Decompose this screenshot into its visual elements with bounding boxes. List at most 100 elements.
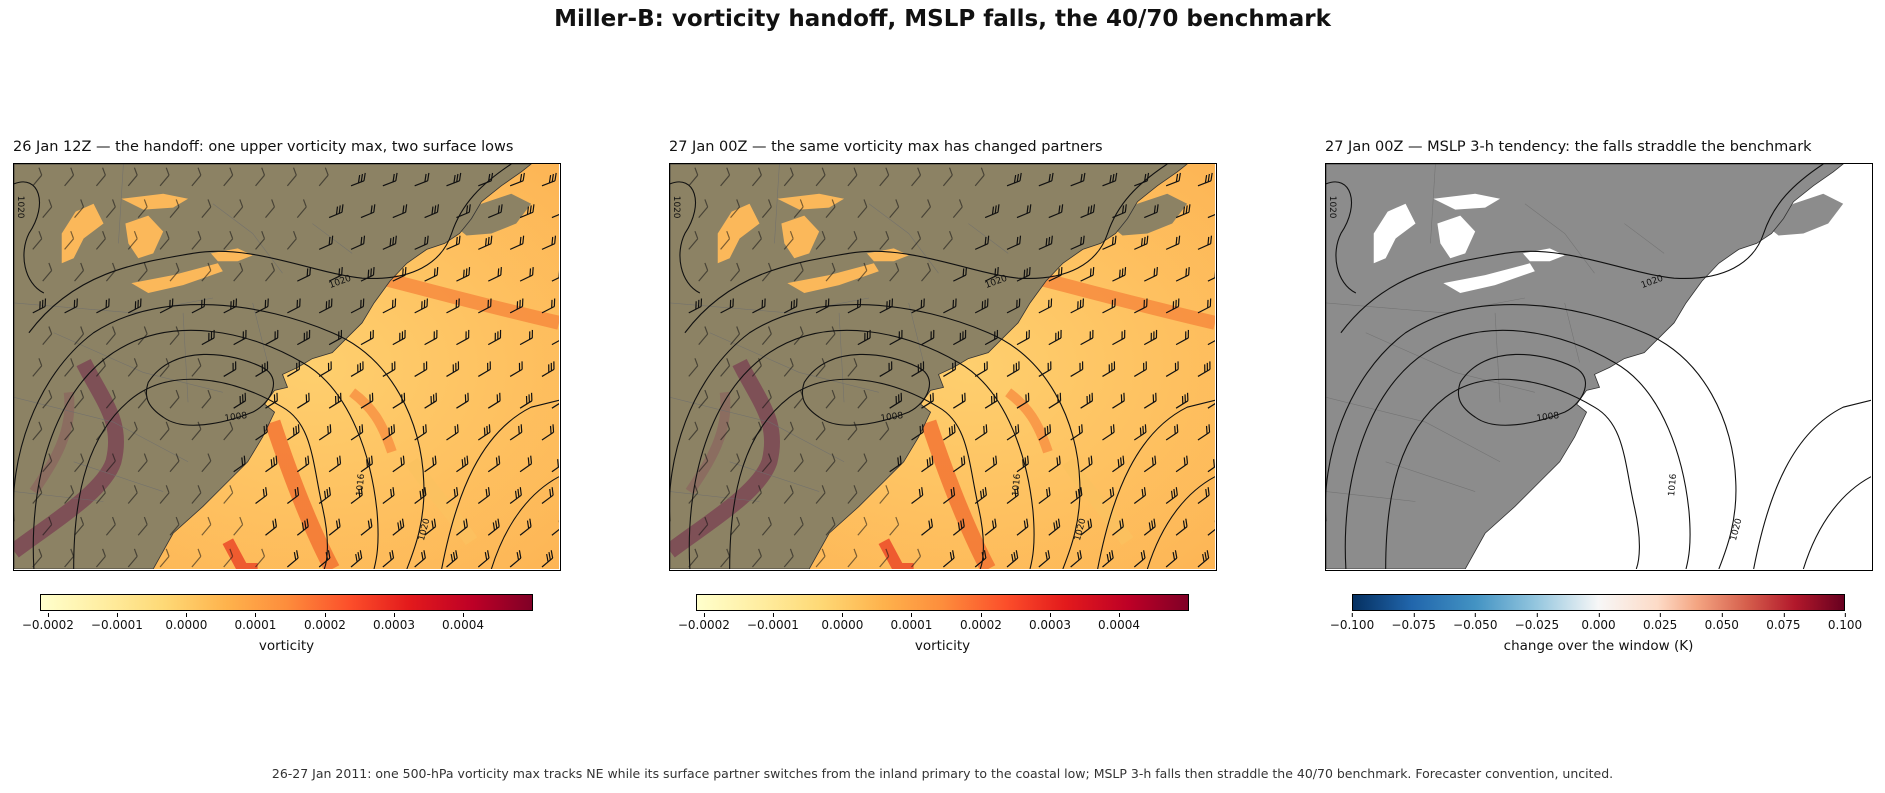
wind-barb [815, 167, 826, 187]
panel-2-map: 1020 1020 1008 1016 1020 [669, 163, 1217, 571]
wind-barb [943, 361, 956, 377]
wind-barb [424, 204, 440, 219]
colorbar-tick-label: −0.0001 [746, 613, 799, 632]
wind-barb [783, 167, 794, 187]
wind-barb [191, 358, 202, 377]
wind-barb [1080, 329, 1094, 346]
wind-barb [952, 455, 966, 473]
wind-barb [793, 453, 804, 473]
wind-barb [32, 358, 43, 377]
wind-barb [1048, 204, 1064, 219]
panel-2-colorbar [696, 594, 1189, 611]
isobar [729, 378, 984, 569]
wind-barb [127, 358, 138, 377]
isobar [1326, 304, 1737, 569]
panel-3-map: 1020 1020 1008 1016 1020 [1325, 163, 1873, 571]
wind-barb [1165, 487, 1178, 504]
wind-barb [509, 298, 524, 314]
wind-barb [201, 453, 212, 473]
wind-barb [32, 548, 43, 568]
wind-barb [360, 455, 373, 473]
wind-barb [478, 235, 493, 250]
panel-1-colorbar-ticks: −0.0002 −0.0001 0.0000 0.0001 0.0002 0.0003 0.… [22, 613, 533, 638]
isobar [1146, 476, 1215, 569]
wind-barb [1038, 235, 1053, 250]
wind-barb [159, 167, 170, 187]
wind-barb [42, 262, 53, 282]
wind-barb [424, 392, 438, 409]
wind-barb [720, 231, 731, 250]
colorbar-tick-label: 0.000 [1581, 613, 1616, 632]
wind-barb [1112, 455, 1125, 473]
isobar-label: 1020 [15, 196, 25, 219]
wind-barb [414, 424, 427, 441]
wind-barb [201, 389, 212, 409]
wind-barb [95, 548, 106, 568]
wind-barb [1144, 204, 1159, 219]
colorbar-tick-label: 0.0000 [165, 613, 208, 632]
wind-barb [921, 392, 934, 409]
wind-barbs [32, 167, 559, 568]
wind-barb [1006, 424, 1020, 441]
wind-barb [1070, 361, 1084, 377]
wind-barb [488, 267, 502, 282]
wind-barb [382, 235, 397, 250]
isobar [688, 329, 1035, 569]
wind-barb [688, 298, 703, 314]
wind-barb [1197, 361, 1211, 377]
colorbar-tick-label: −0.100 [1329, 613, 1375, 632]
wind-barb [889, 329, 903, 346]
wind-barb [1165, 550, 1178, 568]
wind-barb [1175, 329, 1189, 346]
wind-barb [1102, 235, 1117, 250]
wind-barb [857, 389, 868, 409]
panel-3-colorbar [1352, 594, 1845, 611]
wind-barb [328, 392, 342, 409]
wind-barb [127, 231, 138, 250]
wind-barb [318, 235, 334, 250]
wind-barb [191, 548, 202, 568]
wind-barb [783, 485, 794, 504]
wind-barb [424, 518, 437, 536]
wind-barb [688, 548, 699, 568]
wind-barb [847, 167, 858, 187]
wind-barb [233, 392, 247, 409]
wind-barb [1143, 455, 1157, 473]
wind-barb [1207, 337, 1215, 346]
wind-barb [761, 453, 772, 473]
wind-barb [1048, 518, 1061, 536]
wind-barb [519, 329, 533, 346]
isobar-label: 1020 [1327, 196, 1337, 219]
wind-barb [255, 231, 266, 250]
wind-barb [751, 358, 762, 377]
isobar [1457, 353, 1586, 426]
isobar-contours [670, 164, 1215, 569]
wind-barb [921, 518, 934, 536]
wind-barb [783, 548, 794, 568]
wind-barb [233, 199, 244, 218]
wind-barb [424, 329, 438, 346]
wind-barb [42, 453, 53, 473]
isobar-label: 1016 [1667, 473, 1679, 497]
wind-barb [414, 298, 428, 314]
wind-barb [751, 167, 762, 187]
wind-barb [857, 199, 868, 218]
wind-barb [1143, 329, 1158, 346]
wind-barb [487, 518, 500, 536]
wind-barb [1165, 424, 1179, 441]
wind-barb [783, 358, 794, 377]
wind-barb [201, 516, 212, 536]
wind-barb [783, 421, 794, 441]
wind-barb [159, 298, 174, 314]
wind-barb [551, 459, 559, 473]
wind-barb [296, 392, 310, 409]
colorbar-tick-label: −0.0002 [677, 613, 730, 632]
wind-barb [191, 421, 202, 441]
wind-barb [1038, 550, 1051, 568]
wind-barb [1207, 400, 1215, 409]
wind-barb [105, 516, 116, 536]
wind-barb [879, 231, 890, 250]
wind-barb [127, 298, 142, 314]
wind-barb [551, 337, 559, 346]
